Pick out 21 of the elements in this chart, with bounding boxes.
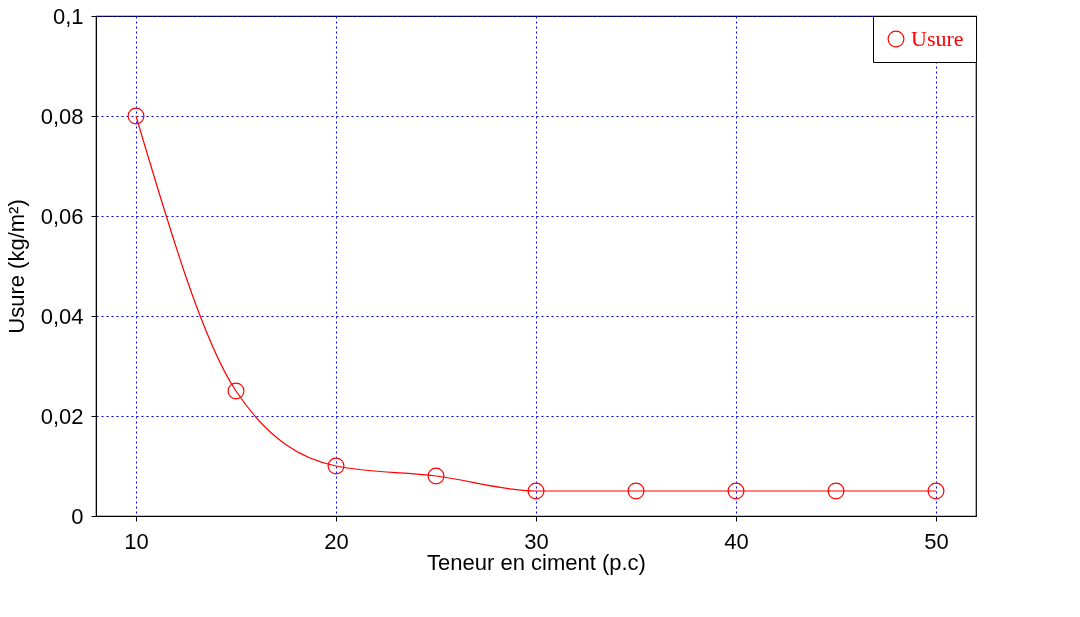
x-tick-label: 10 [124,528,149,554]
point [327,457,345,475]
y-tick-label: 0,08 [40,103,84,129]
y-tick-label: 0,04 [40,303,84,329]
point [927,482,945,500]
x-tick-label: 20 [324,528,349,554]
y-tick-label: 0,02 [40,403,84,429]
y-tick-label: 0,06 [40,203,84,229]
x-tick-label: 40 [724,528,749,554]
point [527,482,545,500]
point [627,482,645,500]
x-tick-label: 50 [924,528,949,554]
legend-label: Usure [911,26,964,51]
y-axis-title: Usure (kg/m²) [3,199,29,334]
point [227,382,245,400]
point [727,482,745,500]
point [127,107,145,125]
point [427,467,445,485]
point [827,482,845,500]
y-tick-label: 0 [71,503,84,529]
y-tick-label: 0,1 [52,3,84,29]
